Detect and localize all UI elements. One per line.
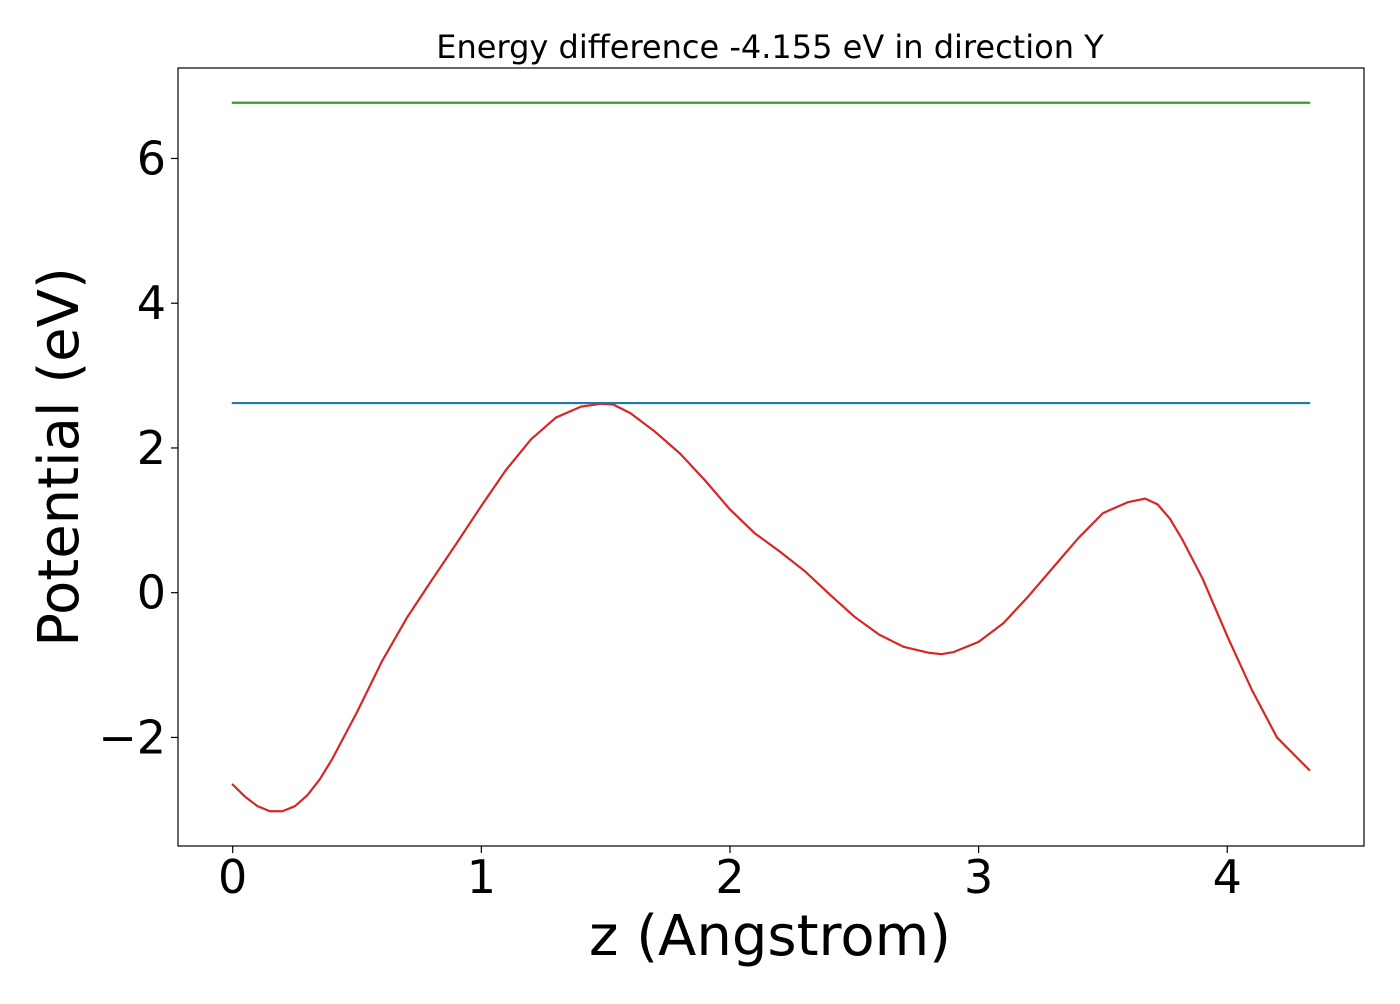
x-axis-label: z (Angstrom) bbox=[589, 904, 951, 969]
y-tick-label-2: 2 bbox=[137, 421, 166, 475]
y-axis: −2 0 2 4 6 bbox=[98, 131, 178, 764]
x-tick-label-2: 2 bbox=[715, 850, 744, 904]
x-tick-label-4: 4 bbox=[1213, 850, 1242, 904]
y-tick-label-3: 4 bbox=[137, 276, 166, 330]
chart-title: Energy difference -4.155 eV in direction… bbox=[436, 28, 1104, 66]
y-tick-label-1: 0 bbox=[137, 566, 166, 620]
series-line-0 bbox=[231, 402, 1311, 813]
x-axis: 0 1 2 3 4 bbox=[218, 846, 1242, 904]
x-tick-label-1: 1 bbox=[467, 850, 496, 904]
x-tick-label-3: 3 bbox=[964, 850, 993, 904]
x-tick-label-0: 0 bbox=[218, 850, 247, 904]
series-layer bbox=[231, 101, 1311, 813]
y-axis-label: Potential (eV) bbox=[27, 267, 92, 647]
plot-frame bbox=[177, 67, 1365, 847]
y-tick-label-0: −2 bbox=[98, 710, 166, 764]
y-tick-label-4: 6 bbox=[137, 131, 166, 185]
